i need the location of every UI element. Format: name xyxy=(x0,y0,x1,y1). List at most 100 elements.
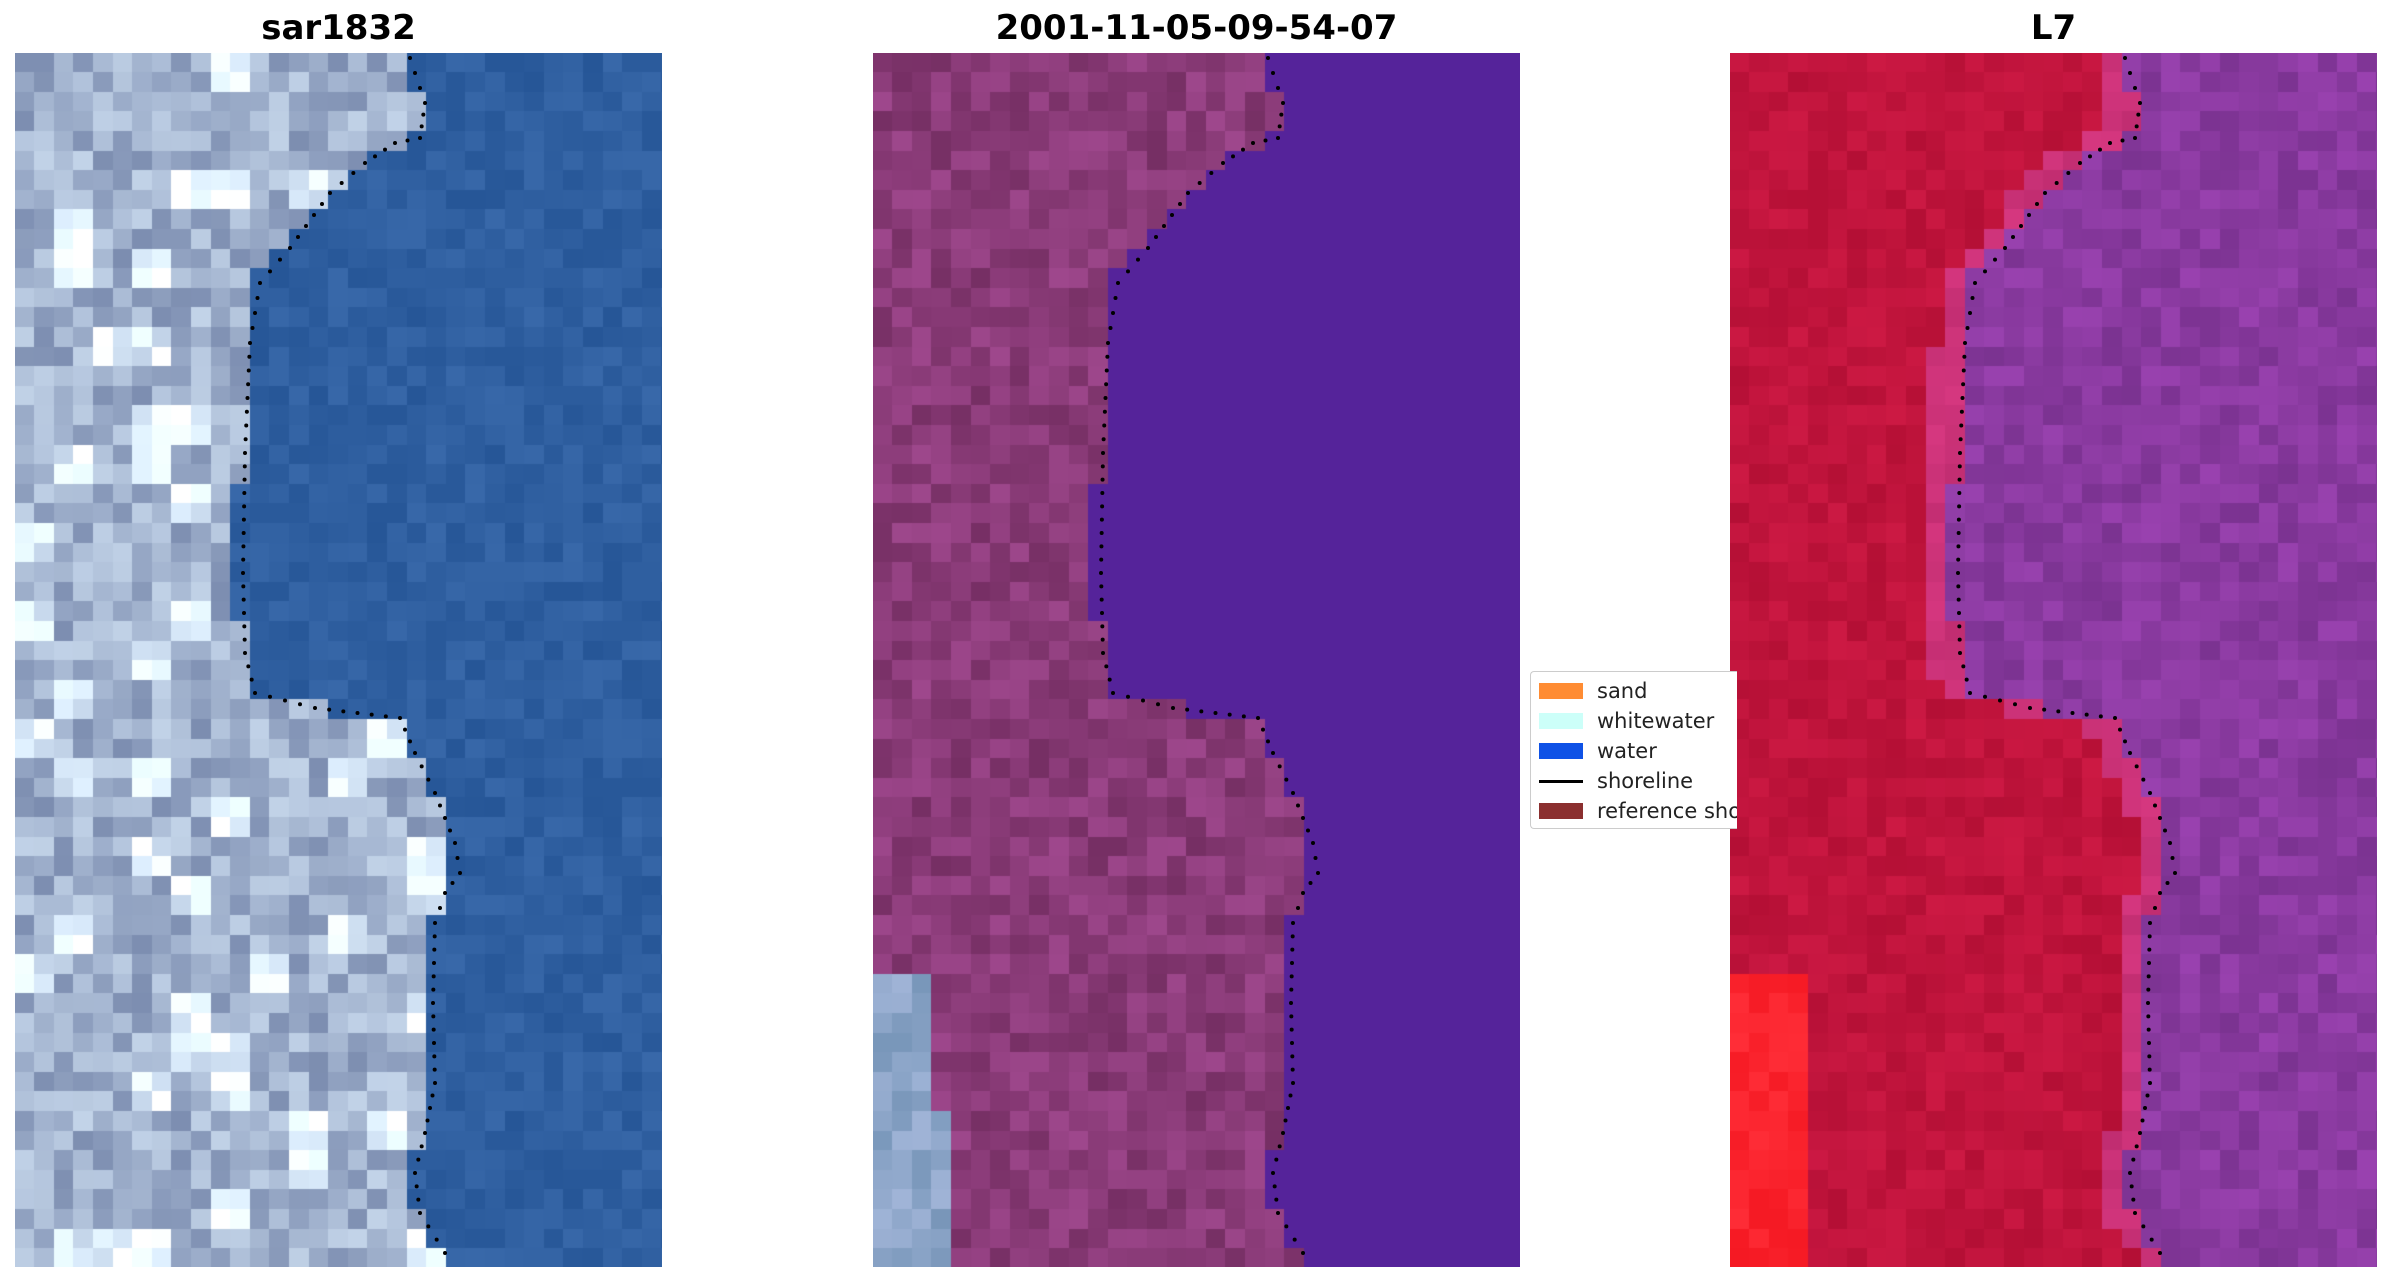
shoreline-point xyxy=(438,906,442,910)
shoreline-point xyxy=(1277,764,1282,769)
shoreline-point xyxy=(1221,161,1225,165)
shoreline-point xyxy=(2078,161,2082,165)
shoreline-point xyxy=(431,974,436,979)
shoreline-point xyxy=(248,341,252,345)
shoreline-point xyxy=(1271,71,1275,75)
shoreline-point xyxy=(1958,451,1962,455)
shoreline-point xyxy=(433,921,437,925)
shoreline-point xyxy=(1099,544,1104,549)
shoreline-point xyxy=(1108,326,1113,330)
shoreline-point xyxy=(1276,86,1280,90)
shoreline-point xyxy=(1291,1081,1295,1085)
shoreline-point xyxy=(2133,86,2137,90)
shoreline-point xyxy=(2158,891,2162,895)
shoreline-point xyxy=(430,1093,435,1098)
shoreline-point xyxy=(258,281,262,285)
shoreline-point xyxy=(1106,341,1110,345)
shoreline-point xyxy=(268,269,272,274)
shoreline-point xyxy=(1284,777,1289,782)
legend-label-whitewater: whitewater xyxy=(1597,709,1715,733)
shoreline-point xyxy=(243,651,247,655)
shoreline-point xyxy=(339,181,344,185)
shoreline-point xyxy=(247,354,252,359)
shoreline-point xyxy=(1308,881,1313,885)
shoreline-point xyxy=(413,1171,417,1175)
shoreline-point xyxy=(1292,1237,1297,1242)
shoreline-point xyxy=(373,154,377,159)
shoreline-point xyxy=(2153,906,2157,910)
shoreline-point xyxy=(443,891,447,895)
shoreline-point xyxy=(244,423,249,428)
shoreline-point xyxy=(1102,423,1107,428)
shoreline-point xyxy=(2147,1054,2152,1059)
shoreline-point xyxy=(1100,504,1105,509)
shoreline-point xyxy=(1101,437,1106,442)
shoreline-point xyxy=(1101,451,1105,455)
shoreline-point xyxy=(1261,727,1265,732)
shoreline-point xyxy=(1998,698,2002,703)
shoreline-point xyxy=(2140,1118,2145,1123)
shoreline-point xyxy=(1105,354,1110,359)
shoreline-point xyxy=(2028,706,2032,710)
shoreline-point xyxy=(1961,664,1966,669)
shoreline-point xyxy=(416,1157,421,1162)
shoreline-point xyxy=(458,871,462,875)
shoreline-point xyxy=(1102,409,1107,414)
shoreline-point xyxy=(1301,816,1305,820)
shoreline-point xyxy=(255,296,260,300)
legend: sand whitewater water shoreline referenc… xyxy=(1530,671,1737,829)
shoreline-point xyxy=(431,987,436,992)
shoreline-point xyxy=(2128,71,2132,75)
legend-label-shoreline: shoreline xyxy=(1597,769,1694,793)
shoreline-point xyxy=(2173,871,2177,875)
legend-label-sand: sand xyxy=(1597,679,1648,703)
shoreline-point xyxy=(2146,1014,2151,1019)
shoreline-point xyxy=(283,698,287,703)
shoreline-point xyxy=(1957,464,1962,469)
shoreline-point xyxy=(1296,906,1300,910)
legend-item-reference-shoreline: reference shoreline xyxy=(1539,797,1737,825)
shoreline-point xyxy=(351,171,356,175)
shoreline-point xyxy=(312,213,316,217)
shoreline-point xyxy=(2128,751,2132,755)
shoreline-point xyxy=(1313,856,1318,860)
shoreline-point xyxy=(1272,1184,1277,1189)
shoreline-point xyxy=(1959,423,1964,428)
shoreline-point xyxy=(2066,171,2071,175)
shoreline-point xyxy=(1286,1106,1290,1110)
shoreline-point xyxy=(1113,296,1118,300)
shoreline-point xyxy=(1146,246,1150,250)
shoreline-point xyxy=(1099,597,1104,602)
shoreline-point xyxy=(2147,934,2152,939)
shoreline-point xyxy=(405,138,410,143)
legend-item-water: water xyxy=(1539,737,1657,765)
legend-label-reference-shoreline: reference shoreline xyxy=(1597,799,1737,823)
shoreline-point xyxy=(1968,311,1972,315)
classified-image-panel xyxy=(873,53,1520,1267)
shoreline-point xyxy=(1964,677,1969,682)
shoreline-point xyxy=(1263,138,1268,143)
shoreline-point xyxy=(241,557,246,562)
shoreline-point xyxy=(443,1251,447,1255)
shoreline-point xyxy=(1290,947,1295,952)
shoreline-point xyxy=(1104,368,1109,373)
shoreline-point xyxy=(1227,712,1232,717)
shoreline-point xyxy=(453,841,457,845)
shoreline-point xyxy=(1970,296,1975,300)
shoreline-point xyxy=(2129,1184,2134,1189)
shoreline-point xyxy=(304,224,308,228)
shoreline-point xyxy=(2143,1106,2147,1110)
shoreline-point xyxy=(431,1014,436,1019)
shoreline-point xyxy=(1099,557,1104,562)
shoreline-point xyxy=(2146,1001,2150,1005)
shoreline-point xyxy=(328,191,332,195)
shoreline-point xyxy=(416,1197,421,1202)
shoreline-point xyxy=(2027,213,2031,217)
shoreline-point xyxy=(296,235,300,239)
shoreline-point xyxy=(2141,777,2146,782)
shoreline-point xyxy=(1956,571,1960,575)
shoreline-point xyxy=(433,1081,437,1085)
shoreline-point xyxy=(1277,1144,1282,1149)
rgb-image xyxy=(15,53,662,1267)
shoreline-point xyxy=(1276,1211,1280,1215)
